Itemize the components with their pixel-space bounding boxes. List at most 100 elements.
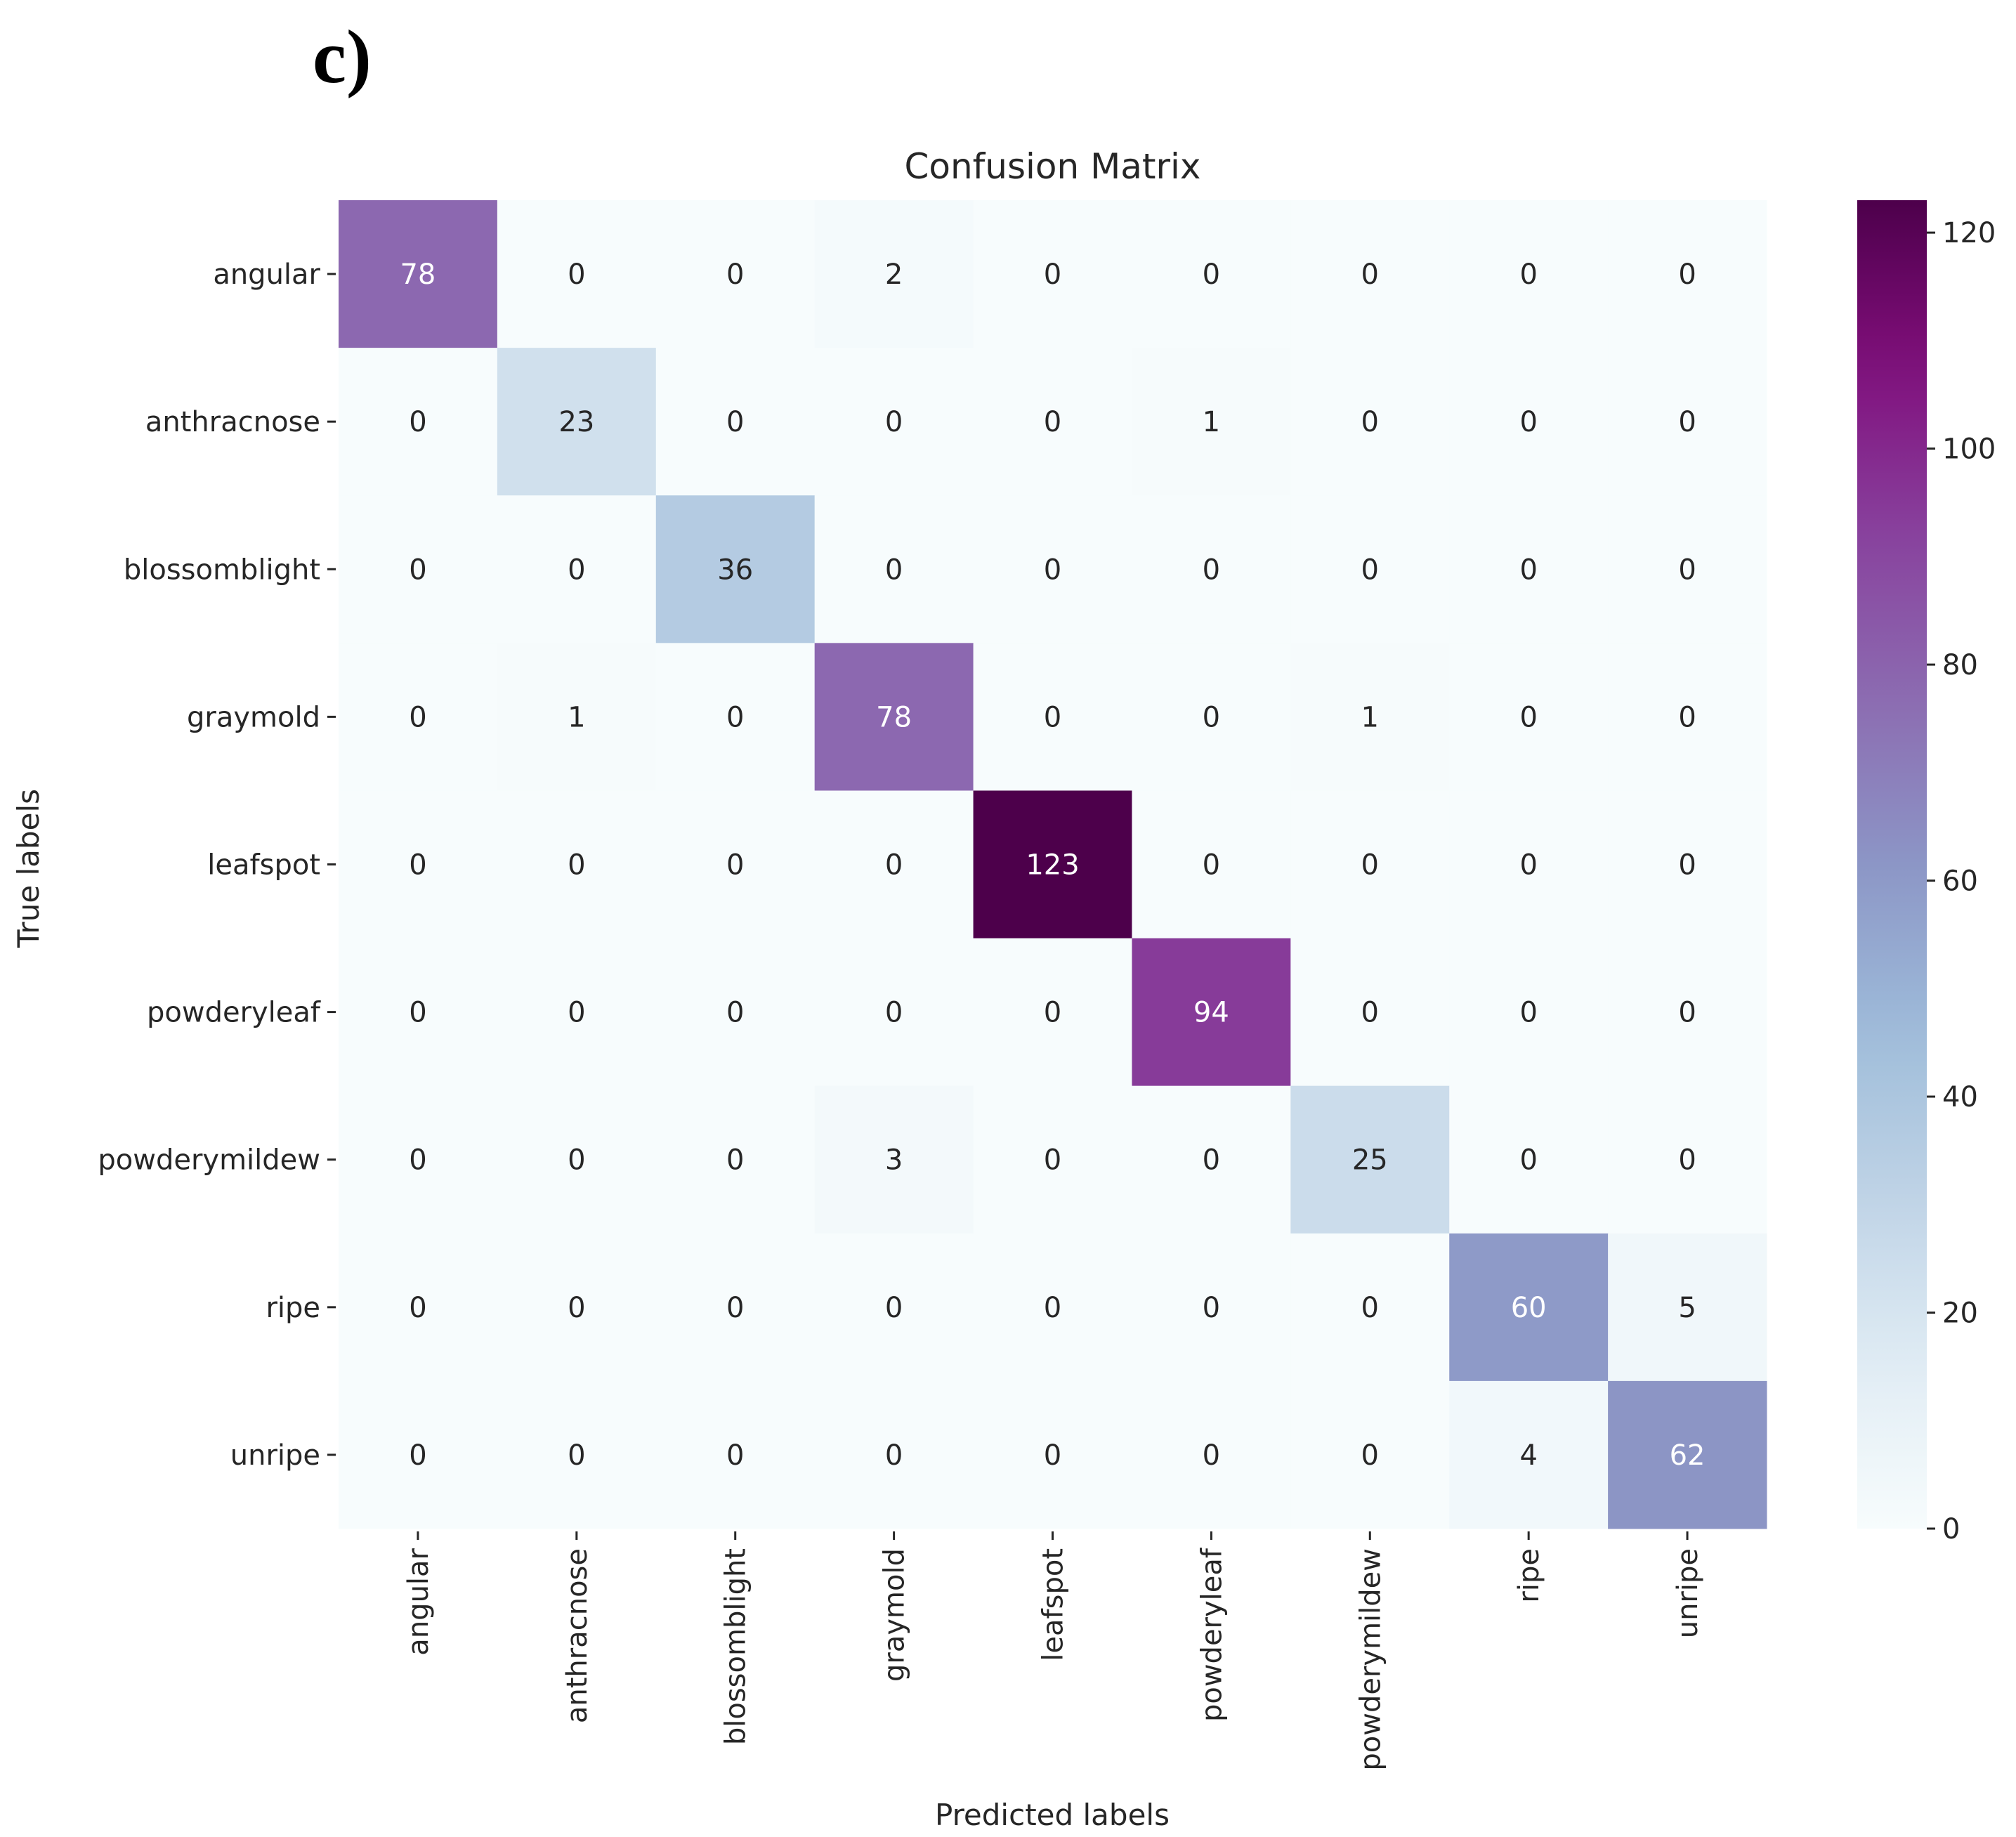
cell-value: 0 xyxy=(409,406,426,438)
cell-value: 4 xyxy=(1519,1439,1537,1472)
heatmap-cell xyxy=(1132,348,1291,496)
heatmap-cell xyxy=(1608,1233,1767,1382)
cell-value: 0 xyxy=(1678,701,1696,733)
heatmap-cell xyxy=(655,643,816,791)
heatmap-cell xyxy=(973,938,1132,1087)
x-tick-label: angular xyxy=(402,1548,435,1655)
heatmap-cell xyxy=(1132,1233,1291,1382)
heatmap-cell xyxy=(1449,348,1609,496)
heatmap-cell xyxy=(973,1380,1132,1529)
heatmap-cell xyxy=(1290,938,1450,1087)
colorbar-tick-label: 0 xyxy=(1942,1513,1960,1545)
cell-value: 0 xyxy=(885,1292,903,1324)
heatmap-cell xyxy=(339,643,498,791)
cell-value: 0 xyxy=(1203,849,1220,882)
cell-value: 0 xyxy=(568,849,585,882)
cell-value: 0 xyxy=(409,997,426,1029)
heatmap-cell xyxy=(1608,200,1767,348)
heatmap-cell xyxy=(973,790,1132,939)
cell-value: 0 xyxy=(1519,849,1537,882)
cell-value: 0 xyxy=(1044,1439,1061,1472)
cell-value: 0 xyxy=(885,1439,903,1472)
colorbar xyxy=(1857,200,1927,1529)
y-tick-label: graymold xyxy=(187,701,320,733)
heatmap-cell xyxy=(1449,643,1609,791)
heatmap-cell xyxy=(814,938,974,1087)
heatmap-cell xyxy=(973,1085,1132,1234)
heatmap-cell xyxy=(1132,1085,1291,1234)
cell-value: 0 xyxy=(885,849,903,882)
cell-value: 0 xyxy=(1203,259,1220,291)
cell-value: 0 xyxy=(1361,406,1379,438)
heatmap-cell xyxy=(1608,643,1767,791)
heatmap-cell xyxy=(655,200,816,348)
cell-value: 0 xyxy=(726,1144,744,1177)
heatmap-cell xyxy=(1290,790,1450,939)
cell-value: 0 xyxy=(1361,554,1379,586)
cell-value: 0 xyxy=(409,849,426,882)
heatmap-cell xyxy=(655,1085,816,1234)
colorbar-tick-label: 100 xyxy=(1942,433,1996,466)
cell-value: 62 xyxy=(1670,1439,1706,1472)
heatmap-cell xyxy=(814,200,974,348)
heatmap-cell xyxy=(814,643,974,791)
cell-value: 23 xyxy=(558,406,594,438)
colorbar-tick-label: 20 xyxy=(1942,1297,1978,1330)
heatmap-cell xyxy=(497,495,657,643)
heatmap-cell xyxy=(339,1233,498,1382)
cell-value: 0 xyxy=(409,701,426,733)
cell-value: 123 xyxy=(1026,849,1079,882)
cell-value: 0 xyxy=(1519,406,1537,438)
y-tick-label: blossomblight xyxy=(124,554,320,586)
x-tick-label: leafspot xyxy=(1038,1548,1070,1661)
heatmap-cell xyxy=(655,1233,816,1382)
heatmap-cell xyxy=(339,790,498,939)
cell-value: 0 xyxy=(568,997,585,1029)
heatmap-cell xyxy=(1449,1380,1609,1529)
x-tick-label: ripe xyxy=(1513,1548,1545,1603)
cell-value: 0 xyxy=(726,259,744,291)
heatmap-cell xyxy=(973,348,1132,496)
cell-value: 0 xyxy=(1678,1144,1696,1177)
heatmap-cell xyxy=(655,348,816,496)
heatmap-cell xyxy=(1449,938,1609,1087)
cell-value: 0 xyxy=(1678,406,1696,438)
heatmap-cell xyxy=(339,1380,498,1529)
cell-value: 0 xyxy=(1519,259,1537,291)
heatmap-cell xyxy=(1290,1380,1450,1529)
cell-value: 0 xyxy=(1044,554,1061,586)
cell-value: 0 xyxy=(1044,1144,1061,1177)
heatmap-cell xyxy=(1132,643,1291,791)
cell-value: 5 xyxy=(1678,1292,1696,1324)
heatmap-cell xyxy=(1608,495,1767,643)
cell-value: 94 xyxy=(1193,997,1229,1029)
heatmap-cell xyxy=(1449,1233,1609,1382)
cell-value: 0 xyxy=(409,554,426,586)
heatmap-cell xyxy=(339,495,498,643)
y-tick-label: unripe xyxy=(230,1439,320,1472)
heatmap-cell xyxy=(339,348,498,496)
cell-value: 0 xyxy=(1044,997,1061,1029)
x-tick-label: blossomblight xyxy=(720,1548,752,1745)
cell-value: 78 xyxy=(400,259,436,291)
colorbar-tick-label: 120 xyxy=(1942,217,1996,249)
heatmap-cell xyxy=(1449,1085,1609,1234)
cell-value: 60 xyxy=(1511,1292,1547,1324)
cell-value: 0 xyxy=(885,406,903,438)
cell-value: 0 xyxy=(726,997,744,1029)
heatmap-cell xyxy=(1449,790,1609,939)
heatmap-cell xyxy=(1608,790,1767,939)
y-tick-label: powderymildew xyxy=(98,1144,320,1177)
heatmap-cell xyxy=(1132,1380,1291,1529)
colorbar-tick-label: 80 xyxy=(1942,649,1978,681)
heatmap-cell xyxy=(814,1085,974,1234)
heatmap-cell xyxy=(1132,790,1291,939)
heatmap-cell xyxy=(1132,938,1291,1087)
cell-value: 1 xyxy=(1203,406,1220,438)
heatmap-cell xyxy=(1608,938,1767,1087)
heatmap-cell xyxy=(1290,495,1450,643)
x-tick-label: graymold xyxy=(879,1548,911,1682)
heatmap-cell xyxy=(973,495,1132,643)
heatmap-cell xyxy=(1132,200,1291,348)
heatmap-cell xyxy=(814,348,974,496)
